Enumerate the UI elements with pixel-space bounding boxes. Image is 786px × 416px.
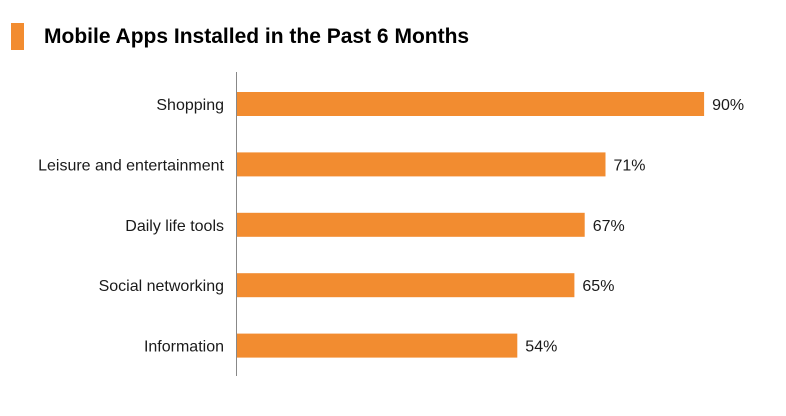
bar-4: [237, 333, 518, 358]
category-label-0: Shopping: [156, 97, 224, 114]
category-label-1: Leisure and entertainment: [38, 157, 224, 174]
value-label-3: 65%: [582, 278, 614, 295]
category-label-3: Social networking: [99, 278, 224, 295]
bar-2: [237, 212, 585, 237]
category-label-4: Information: [144, 339, 224, 356]
bar-3: [237, 273, 575, 298]
chart-title: Mobile Apps Installed in the Past 6 Mont…: [44, 25, 470, 48]
value-label-1: 71%: [614, 157, 646, 174]
category-label-2: Daily life tools: [125, 218, 224, 235]
value-label-2: 67%: [593, 218, 625, 235]
title-marker: [11, 23, 24, 50]
bars-layer: Shopping 90% Leisure and entertainment 71% D…: [38, 92, 744, 358]
bar-1: [237, 152, 606, 177]
value-label-0: 90%: [712, 97, 744, 114]
value-label-4: 54%: [525, 339, 557, 356]
bar-0: [237, 92, 705, 116]
